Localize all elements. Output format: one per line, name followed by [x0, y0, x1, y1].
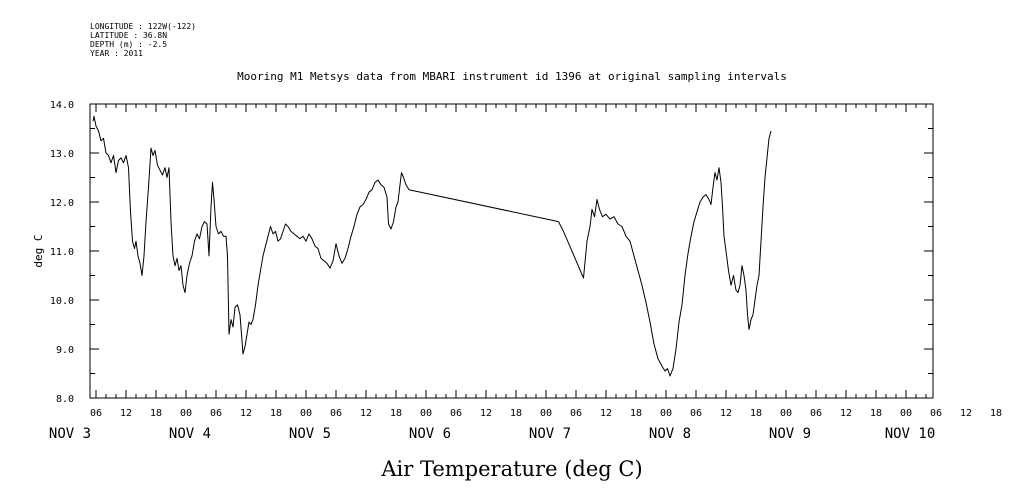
x-tick-label: 12 [240, 408, 252, 419]
x-tick-label: 06 [570, 408, 582, 419]
x-tick-label: 18 [270, 408, 282, 419]
x-tick-label: 18 [630, 408, 642, 419]
x-day-label: NOV 10 [885, 426, 936, 442]
x-tick-label: 06 [930, 408, 942, 419]
x-day-label: NOV 8 [649, 426, 691, 442]
x-tick-label: 18 [750, 408, 762, 419]
x-tick-label: 18 [870, 408, 882, 419]
x-tick-label: 12 [720, 408, 732, 419]
x-tick-label: 18 [510, 408, 522, 419]
y-tick-label: 11.0 [50, 247, 74, 258]
chart-title: Mooring M1 Metsys data from MBARI instru… [237, 70, 787, 83]
x-tick-label: 06 [210, 408, 222, 419]
y-tick-label: 10.0 [50, 296, 74, 307]
x-tick-label: 06 [90, 408, 102, 419]
x-axis-title: Air Temperature (deg C) [380, 457, 642, 481]
y-axis-label: deg C [32, 234, 45, 267]
x-day-label: NOV 5 [289, 426, 331, 442]
x-tick-label: 12 [600, 408, 612, 419]
x-tick-label: 18 [990, 408, 1002, 419]
x-day-label: NOV 6 [409, 426, 451, 442]
x-tick-label: 00 [180, 408, 192, 419]
x-tick-label: 00 [300, 408, 312, 419]
x-tick-label: 06 [330, 408, 342, 419]
year-label: YEAR : 2011 [90, 49, 143, 58]
x-tick-label: 12 [480, 408, 492, 419]
x-tick-label: 18 [150, 408, 162, 419]
x-day-label: NOV 3 [49, 426, 91, 442]
x-tick-label: 00 [420, 408, 432, 419]
x-tick-label: 00 [900, 408, 912, 419]
x-axis: 06 12 18 00 06 12 18 00 06 12 18 00 06 12 18 00 06 12 18 00… [49, 104, 1002, 442]
x-tick-label: 12 [360, 408, 372, 419]
plot-frame [89, 103, 934, 399]
longitude-label: LONGITUDE : 122W(-122) [90, 22, 196, 31]
x-tick-label: 00 [780, 408, 792, 419]
latitude-label: LATITUDE : 36.8N [90, 31, 168, 40]
x-day-label: NOV 7 [529, 426, 571, 442]
x-day-label: NOV 9 [769, 426, 811, 442]
x-tick-label: 00 [660, 408, 672, 419]
x-tick-label: 06 [690, 408, 702, 419]
x-tick-label: 12 [960, 408, 972, 419]
x-tick-label: 12 [120, 408, 132, 419]
x-day-label: NOV 4 [169, 426, 211, 442]
series-group [92, 115, 772, 377]
y-tick-label: 8.0 [56, 394, 74, 405]
x-tick-label: 12 [840, 408, 852, 419]
y-tick-label: 12.0 [50, 198, 74, 209]
y-tick-label: 9.0 [56, 345, 74, 356]
x-tick-label: 06 [810, 408, 822, 419]
y-axis: 8.0 9.0 10.0 11.0 12.0 13.0 14.0 [50, 100, 933, 405]
y-tick-label: 14.0 [50, 100, 74, 111]
x-tick-label: 00 [540, 408, 552, 419]
x-tick-label: 06 [450, 408, 462, 419]
depth-label: DEPTH (m) : -2.5 [90, 40, 168, 49]
y-tick-label: 13.0 [50, 149, 74, 160]
x-tick-label: 18 [390, 408, 402, 419]
series-line [92, 115, 772, 377]
